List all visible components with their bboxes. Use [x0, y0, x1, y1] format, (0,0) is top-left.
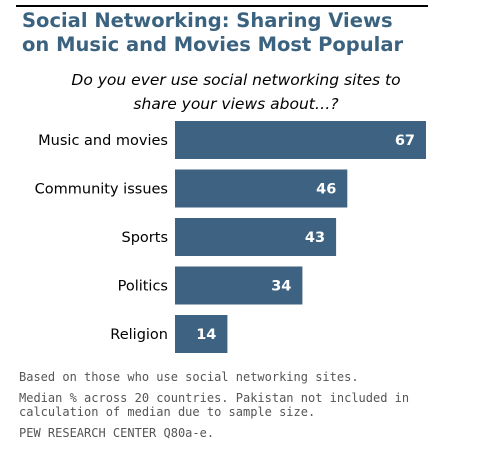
chart-title: Social Networking: Sharing Views on Musi… [22, 9, 404, 56]
title-rule [16, 5, 428, 7]
note-median: Median % across 20 countries. Pakistan n… [19, 391, 410, 419]
value-label: 34 [271, 279, 291, 295]
bar-religion [175, 315, 228, 353]
category-label: Politics [118, 279, 168, 295]
value-label: 43 [305, 230, 325, 246]
bar-sports [175, 218, 337, 256]
bar-politics [175, 266, 303, 305]
chart-subtitle: Do you ever use social networking sites … [71, 71, 401, 113]
value-label: 46 [316, 182, 336, 198]
value-label: 14 [196, 327, 216, 343]
bar-chart: Music and movies 67 Community issues 46 Spor… [35, 121, 426, 353]
bar-community-issues [175, 169, 348, 208]
chart-notes: Based on those who use social networking… [19, 370, 439, 447]
bar-music-and-movies [175, 121, 426, 159]
note-base: Based on those who use social networking… [19, 370, 359, 384]
source-note: PEW RESEARCH CENTER Q80a-e. [19, 426, 215, 440]
bars-group: Music and movies 67 Community issues 46 Spor… [35, 121, 426, 353]
category-label: Sports [122, 230, 168, 246]
category-label: Music and movies [38, 133, 168, 149]
value-label: 67 [395, 133, 415, 149]
category-label: Religion [110, 327, 168, 343]
category-label: Community issues [35, 182, 168, 198]
